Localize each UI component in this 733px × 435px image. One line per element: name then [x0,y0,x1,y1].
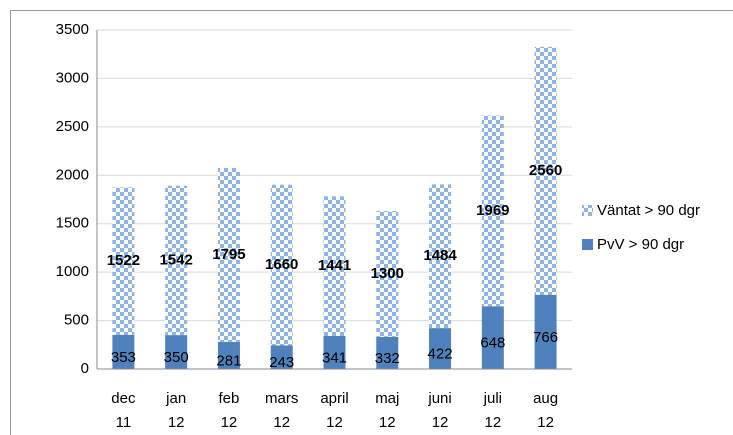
data-label: 281 [216,352,241,369]
x-tick-label: maj 12 [375,390,399,431]
y-tick-label: 500 [64,312,89,329]
data-label: 350 [164,349,189,366]
bar-segment [270,345,293,369]
data-label: 341 [322,349,347,366]
bar-segment [217,167,240,342]
bar-segment [534,46,557,295]
data-label: 1660 [265,256,298,273]
bar-segment [429,184,452,329]
bar-segment [323,335,346,369]
x-tick-label: feb 12 [219,390,240,431]
data-label: 332 [375,350,400,367]
x-tick-label: jan 12 [165,390,186,431]
legend-swatch [582,205,593,216]
bar-segment [112,334,135,369]
bar-segment [217,341,240,369]
data-label: 1969 [476,202,509,219]
data-label: 766 [533,329,558,346]
bar-segment [481,115,504,307]
x-tick-label: juli 12 [483,390,502,431]
legend-label: PvV > 90 dgr [597,236,684,253]
bar-segment [376,210,399,337]
bar-segment [429,328,452,369]
data-label: 1542 [159,251,192,268]
x-tick-label: april 12 [320,390,348,431]
bar-segment [481,306,504,369]
y-tick-label: 3000 [56,69,89,86]
y-tick-label: 2000 [56,166,89,183]
x-tick-label: aug 12 [533,390,558,431]
legend-label: Väntat > 90 dgr [597,202,700,219]
y-tick-label: 1500 [56,215,89,232]
chart-frame [10,10,733,435]
data-label: 1522 [107,252,140,269]
data-label: 1795 [212,246,245,263]
x-tick-label: juni 12 [427,390,451,431]
x-tick-label: dec 11 [111,390,136,431]
data-label: 1441 [318,257,351,274]
data-label: 422 [428,346,453,363]
data-label: 1300 [371,265,404,282]
legend-swatch [582,239,593,250]
y-tick-label: 1000 [56,263,89,280]
x-tick-label: mars 12 [265,390,298,431]
y-tick-label: 3500 [56,21,89,38]
bar-segment [165,185,188,336]
bar-segment [112,187,135,335]
bar-segment [323,196,346,336]
bar-segment [376,336,399,369]
data-label: 648 [480,335,505,352]
y-tick-label: 0 [81,360,89,377]
y-tick-label: 2500 [56,118,89,135]
bar-segment [534,294,557,369]
bar-segment [165,335,188,369]
data-label: 243 [269,354,294,371]
data-label: 353 [111,349,136,366]
bar-segment [270,184,293,346]
data-label: 1484 [423,247,457,264]
data-label: 2560 [529,162,562,179]
